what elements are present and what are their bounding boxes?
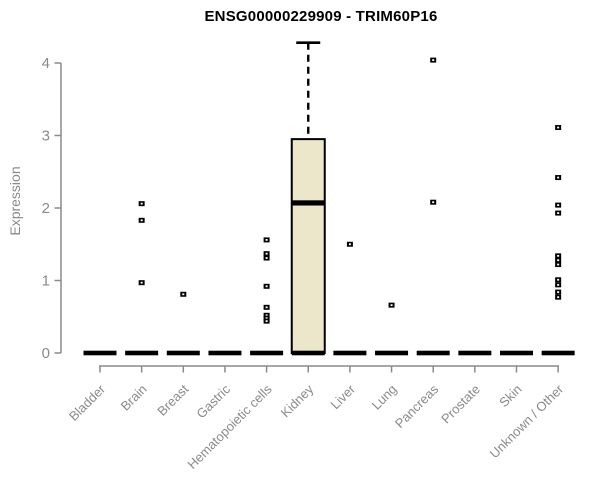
y-tick-label: 4: [42, 55, 50, 72]
outlier-point-center: [265, 257, 268, 259]
outlier-point-center: [348, 243, 351, 246]
zero-bar: [416, 350, 450, 356]
outlier-point-center: [140, 219, 143, 222]
outlier-point-center: [557, 263, 560, 266]
outlier-point-center: [557, 176, 560, 179]
y-tick-label: 3: [42, 128, 50, 145]
outlier-point-center: [557, 283, 560, 286]
outlier-point-center: [557, 204, 560, 206]
outlier-point-center: [265, 314, 268, 317]
x-tick-label: Bladder: [66, 381, 109, 424]
box-bottom-edge: [291, 350, 325, 356]
x-tick-label: Kidney: [278, 381, 317, 420]
outlier-point-center: [557, 291, 560, 293]
outlier-point-center: [140, 281, 143, 284]
outlier-point-center: [265, 285, 268, 288]
y-tick-label: 1: [42, 273, 50, 290]
box-rect: [290, 138, 326, 354]
outlier-point-center: [557, 278, 560, 281]
outlier-point-center: [265, 320, 268, 322]
x-tick-label: Prostate: [438, 382, 483, 427]
zero-bar: [458, 350, 492, 356]
outlier-point-center: [265, 252, 268, 255]
outlier-point-center: [140, 202, 143, 205]
zero-bar: [166, 350, 200, 356]
median-line: [291, 200, 325, 206]
outlier-point-center: [557, 259, 560, 262]
x-tick-label: Pancreas: [392, 381, 442, 431]
x-tick-label: Liver: [327, 381, 358, 412]
outlier-point-center: [557, 254, 560, 257]
x-tick-label: Gastric: [193, 381, 233, 421]
x-tick-label: Skin: [496, 382, 524, 410]
y-tick-label: 0: [42, 345, 50, 362]
outlier-point-center: [557, 126, 560, 129]
zero-bar: [250, 350, 284, 356]
x-tick-label: Unknown / Other: [487, 381, 567, 461]
zero-bar: [125, 350, 159, 356]
x-tick-label: Brain: [118, 382, 150, 414]
zero-bar: [333, 350, 367, 356]
outlier-point-center: [265, 317, 268, 320]
outlier-point-center: [432, 59, 435, 61]
x-tick-label: Breast: [154, 381, 191, 418]
zero-bar: [208, 350, 242, 356]
outlier-point-center: [390, 304, 393, 307]
outlier-point-center: [432, 201, 435, 204]
outlier-point-center: [557, 296, 560, 299]
outlier-point-center: [557, 212, 560, 214]
y-tick-label: 2: [42, 200, 50, 217]
outlier-point-center: [265, 239, 268, 241]
outlier-point-center: [265, 306, 268, 309]
chart-title: ENSG00000229909 - TRIM60P16: [204, 8, 438, 25]
x-tick-label: Lung: [369, 382, 400, 413]
outlier-point-center: [182, 293, 185, 296]
zero-bar: [541, 350, 575, 356]
zero-bar: [375, 350, 409, 356]
zero-bar: [500, 350, 533, 356]
zero-bar: [83, 350, 117, 356]
